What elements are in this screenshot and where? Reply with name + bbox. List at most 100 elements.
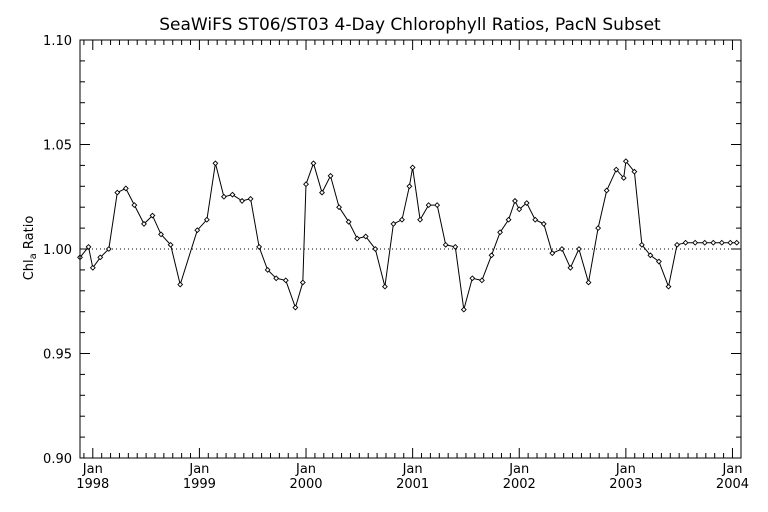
y-tick-label: 1.00 [43, 243, 72, 258]
data-point [372, 246, 379, 252]
data-point [488, 252, 495, 259]
data-point [638, 241, 645, 248]
data-point [442, 241, 449, 248]
data-point [655, 258, 662, 265]
data-point [220, 193, 227, 200]
data-point [390, 220, 397, 227]
data-point [282, 277, 289, 284]
data-point [585, 279, 592, 286]
data-point [292, 304, 299, 311]
data-point [97, 254, 104, 261]
y-tick-label: 1.10 [43, 34, 72, 49]
plot-frame [79, 39, 742, 459]
x-tick-label-year: 2003 [609, 477, 642, 492]
data-point [256, 243, 263, 250]
data-point [177, 281, 184, 288]
data-point [354, 235, 361, 242]
data-point [710, 239, 717, 246]
y-label-rest: Ratio [22, 216, 37, 254]
data-point [203, 216, 210, 223]
y-axis-label: Chla Ratio [22, 216, 39, 281]
data-point [273, 275, 280, 282]
data-point [478, 277, 485, 284]
data-point [452, 243, 459, 250]
data-point [131, 202, 138, 209]
x-tick-label-year: 2004 [716, 477, 749, 492]
series-line [79, 159, 737, 310]
data-point [595, 225, 602, 232]
data-point [620, 175, 627, 181]
x-tick-label-month: Jan [82, 462, 103, 477]
data-point [399, 216, 405, 223]
y-tick-labels: 0.90 0.95 1.00 1.05 1.10 [43, 34, 72, 467]
data-point [310, 160, 317, 167]
data-point [460, 306, 467, 313]
data-point [158, 231, 164, 238]
x-tick-label-month: Jan [402, 462, 423, 477]
data-point [336, 204, 343, 211]
y-tick-label: 0.90 [43, 452, 72, 467]
x-tick-labels: Jan1998Jan1999Jan2000Jan2001Jan2002Jan20… [76, 462, 749, 492]
axis-ticks [80, 39, 741, 459]
data-point [89, 264, 96, 271]
data-point [212, 160, 219, 167]
data-point [665, 283, 672, 290]
data-point [576, 246, 582, 252]
data-point [319, 189, 325, 196]
x-tick-label-month: Jan [295, 462, 316, 477]
x-tick-label-month: Jan [188, 462, 209, 477]
data-point [558, 246, 565, 252]
data-point [141, 220, 147, 227]
data-point [239, 197, 245, 204]
data-point [692, 239, 699, 246]
data-point [417, 216, 424, 223]
data-point [299, 279, 306, 286]
data-point [622, 158, 629, 165]
data-point [425, 202, 432, 209]
data-point [567, 264, 574, 271]
data-point [682, 239, 689, 246]
y-label-main: Chl [22, 259, 37, 280]
data-point [532, 216, 539, 223]
data-point [114, 189, 121, 196]
x-tick-label-month: Jan [721, 462, 742, 477]
data-point [549, 250, 556, 257]
data-point [733, 239, 740, 246]
data-point [701, 239, 708, 246]
data-point [247, 195, 254, 202]
y-label-subscript: a [28, 253, 39, 259]
data-point [149, 212, 156, 219]
data-point [362, 233, 369, 240]
data-point [613, 166, 620, 173]
data-point [229, 191, 236, 198]
data-point [512, 197, 518, 204]
data-point [603, 187, 610, 194]
x-tick-label-month: Jan [508, 462, 529, 477]
data-point [409, 164, 416, 171]
data-point [85, 243, 92, 250]
y-tick-label: 0.95 [43, 348, 72, 363]
data-point [167, 241, 174, 248]
data-point [105, 246, 112, 252]
x-tick-label-month: Jan [615, 462, 636, 477]
x-tick-label-year: 2001 [396, 477, 429, 492]
data-point [345, 218, 352, 225]
data-point [122, 185, 129, 192]
data-point [516, 206, 523, 213]
data-point [674, 241, 680, 248]
x-tick-label-year: 2002 [503, 477, 536, 492]
data-point [469, 275, 476, 282]
data-point [718, 239, 725, 246]
data-point [647, 252, 654, 259]
x-tick-label-year: 1999 [183, 477, 216, 492]
data-point [497, 229, 503, 236]
data-point [631, 168, 638, 175]
data-point [381, 283, 388, 290]
x-tick-label-year: 2000 [289, 477, 322, 492]
data-point [434, 202, 441, 209]
data-point [327, 172, 334, 179]
x-tick-label-year: 1998 [76, 477, 109, 492]
y-tick-label: 1.05 [43, 139, 72, 154]
data-point [505, 216, 512, 223]
